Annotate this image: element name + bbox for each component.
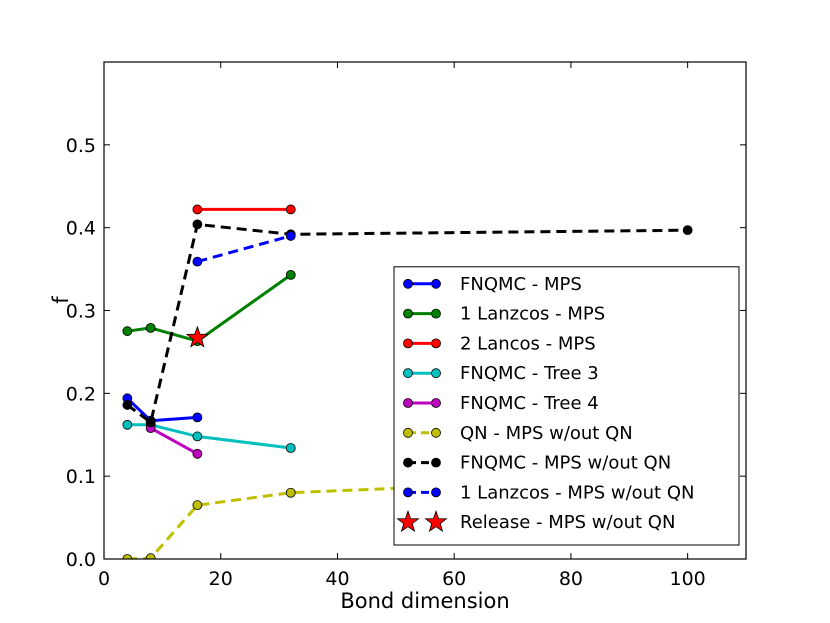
data-point [122,326,133,337]
data-point [285,269,296,280]
legend-marker [403,398,413,408]
legend-marker [403,368,413,379]
legend-entry: FNQMC - MPS w/out QN [403,453,671,474]
y-tick-label: 0.2 [66,383,96,405]
data-point [192,431,203,442]
legend-entry: FNQMC - Tree 3 [403,363,599,384]
x-tick-label: 60 [442,568,466,590]
series-line [126,397,198,423]
legend-entry: QN - MPS w/out QN [403,423,633,444]
data-point [145,553,156,559]
legend-marker [431,427,441,438]
series-line [149,426,199,456]
y-axis-label: f [49,296,73,304]
legend-marker [431,457,441,468]
plot-series [122,204,693,559]
x-tick-label: 100 [670,568,706,590]
data-point [192,500,203,511]
data-point-star [185,325,209,348]
series-line [127,423,291,450]
data-point [145,322,156,333]
legend-label: FNQMC - Tree 3 [460,363,599,384]
y-tick-label: 0.3 [66,301,96,323]
legend: FNQMC - MPS 1 Lanzcos - MPS 2 Lancos - MPS… [393,266,740,546]
series-fnqmc-tree-4 [145,423,203,459]
legend-entry: 1 Lanzcos - MPS w/out QN [403,482,694,503]
series-2-lancos-mps [192,204,296,215]
legend-entry: FNQMC - MPS [403,274,582,295]
legend-label: 1 Lanzcos - MPS w/out QN [460,482,694,503]
legend-marker [396,509,420,533]
tick-labels: 0 20 40 60 80 100 0.0 0.1 0.2 0.3 0.4 0.5 [66,135,706,590]
data-point [192,219,203,230]
legend-marker [431,338,441,349]
y-tick-label: 0.4 [66,218,96,240]
data-point [285,204,296,215]
legend-label: 1 Lanzcos - MPS [460,304,605,325]
legend-label: FNQMC - MPS w/out QN [460,453,671,474]
legend-marker [403,278,413,289]
legend-marker [431,487,441,498]
legend-marker [403,457,413,468]
legend-marker [431,398,441,408]
x-tick-label: 80 [559,568,583,590]
legend-marker [431,278,441,289]
data-point [122,419,133,430]
legend-label: FNQMC - MPS [460,274,582,295]
legend-entry: 2 Lancos - MPS [403,333,596,354]
legend-marker [431,368,441,379]
x-tick-label: 40 [325,568,349,590]
series-fnqmc-tree-3 [122,419,296,453]
legend-marker [403,487,413,498]
legend-marker [424,509,448,533]
legend-box [393,266,740,546]
data-point [285,487,296,498]
y-tick-label: 0.0 [66,549,96,571]
data-point [192,256,203,267]
legend-marker [431,308,441,319]
data-point [122,400,133,410]
legend-label: Release - MPS w/out QN [460,512,675,533]
legend-label: FNQMC - Tree 4 [460,393,599,414]
legend-entry: 1 Lanzcos - MPS [403,304,605,325]
data-point [285,231,296,241]
data-point [192,412,203,423]
x-tick-label: 20 [209,568,233,590]
data-point [145,417,156,428]
y-tick-label: 0.1 [66,466,96,488]
data-point [192,448,203,459]
series-1-lanzcos-mps-w-out-qn [192,231,296,267]
series-line [197,234,292,264]
ticks [103,62,746,560]
data-point [285,443,296,453]
x-tick-label: 0 [98,568,110,590]
x-axis-label: Bond dimension [340,589,509,613]
legend-marker [403,338,413,349]
series-1-lanzcos-mps [122,269,296,347]
legend-marker [403,308,413,319]
data-point [192,204,203,215]
series-line [127,273,292,343]
data-point [122,554,133,559]
series-release-mps-w-out-qn [185,325,209,348]
y-tick-label: 0.5 [66,135,96,157]
legend-label: QN - MPS w/out QN [460,423,633,444]
legend-entry: Release - MPS w/out QN [396,509,675,533]
legend-label: 2 Lancos - MPS [460,333,596,354]
data-point [682,225,693,236]
legend-marker [403,427,413,438]
legend-entry: FNQMC - Tree 4 [403,393,599,414]
